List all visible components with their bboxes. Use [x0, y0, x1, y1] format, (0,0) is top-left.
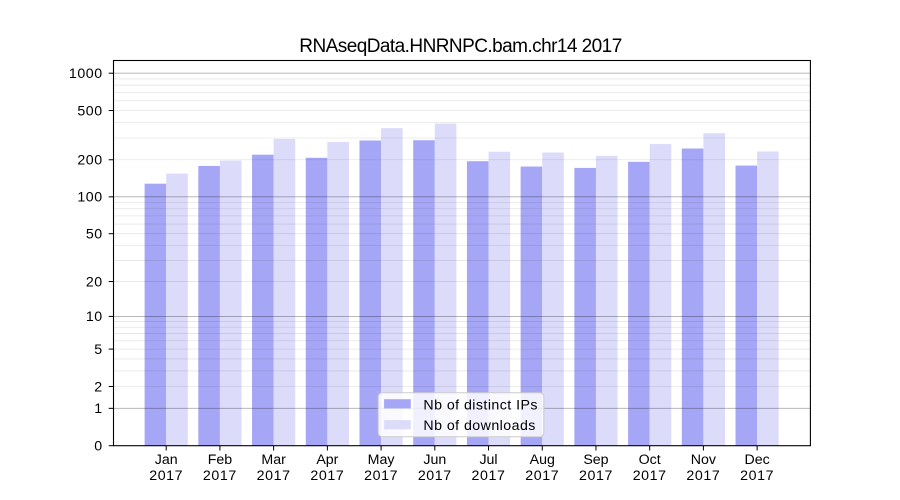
svg-text:2: 2	[94, 379, 103, 395]
svg-text:Sep: Sep	[583, 452, 608, 468]
svg-text:200: 200	[77, 153, 102, 169]
svg-text:5: 5	[94, 342, 103, 358]
svg-text:0: 0	[94, 439, 103, 455]
svg-text:2017: 2017	[310, 468, 344, 484]
svg-text:2017: 2017	[525, 468, 559, 484]
svg-text:2017: 2017	[579, 468, 613, 484]
svg-text:2017: 2017	[203, 468, 237, 484]
svg-text:1000: 1000	[69, 66, 103, 82]
svg-text:20: 20	[86, 274, 103, 290]
svg-text:Oct: Oct	[639, 452, 661, 468]
svg-text:2017: 2017	[364, 468, 398, 484]
svg-text:Nov: Nov	[691, 452, 717, 468]
svg-text:Nb of distinct IPs: Nb of distinct IPs	[423, 397, 538, 413]
svg-text:Dec: Dec	[745, 452, 770, 468]
svg-text:Jan: Jan	[155, 452, 178, 468]
svg-text:2017: 2017	[472, 468, 506, 484]
svg-text:Feb: Feb	[208, 452, 233, 468]
svg-text:Nb of downloads: Nb of downloads	[423, 418, 535, 434]
svg-text:2017: 2017	[686, 468, 720, 484]
svg-text:10: 10	[86, 309, 103, 325]
svg-text:100: 100	[77, 190, 102, 206]
svg-text:50: 50	[86, 227, 103, 243]
svg-text:Jun: Jun	[423, 452, 446, 468]
svg-text:2017: 2017	[418, 468, 452, 484]
svg-text:500: 500	[77, 103, 102, 119]
svg-text:2017: 2017	[257, 468, 291, 484]
svg-text:2017: 2017	[149, 468, 183, 484]
svg-text:2017: 2017	[633, 468, 667, 484]
svg-text:May: May	[368, 452, 396, 468]
svg-text:Jul: Jul	[479, 452, 497, 468]
svg-text:Apr: Apr	[316, 452, 338, 468]
svg-text:2017: 2017	[740, 468, 774, 484]
svg-text:Aug: Aug	[530, 452, 555, 468]
svg-text:Mar: Mar	[261, 452, 286, 468]
svg-text:1: 1	[94, 401, 103, 417]
svg-text:RNAseqData.HNRNPC.bam.chr14 20: RNAseqData.HNRNPC.bam.chr14 2017	[299, 36, 621, 57]
